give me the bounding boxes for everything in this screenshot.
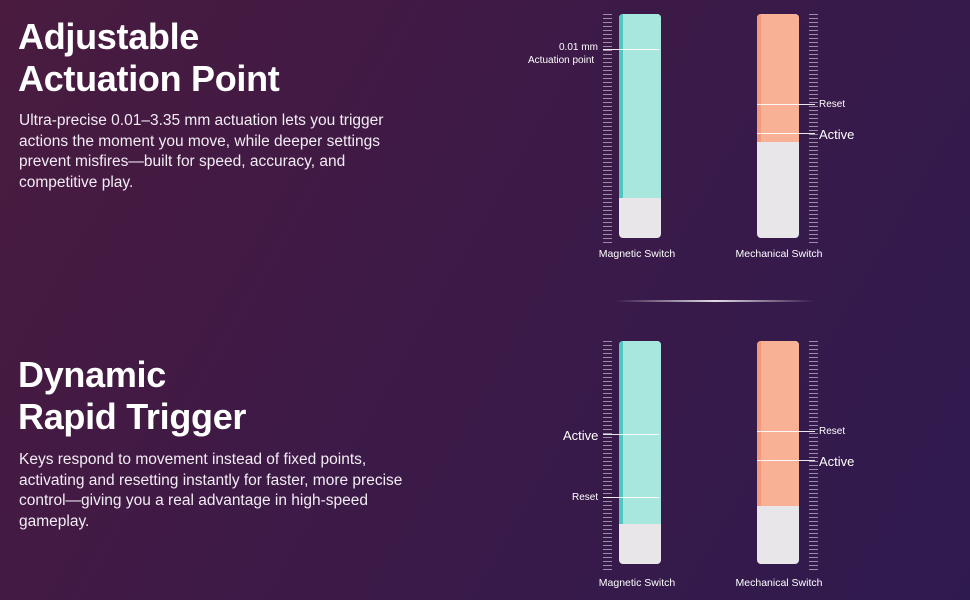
section1-description: Ultra-precise 0.01–3.35 mm actuation let… bbox=[19, 112, 384, 191]
section-divider bbox=[615, 300, 815, 302]
section2-title: Dynamic Rapid Trigger bbox=[18, 354, 246, 438]
magnetic-switch-caption: Magnetic Switch bbox=[598, 577, 676, 589]
mechanical-switch-bar bbox=[757, 341, 799, 564]
magnetic-switch-bar bbox=[619, 14, 661, 238]
section1-title: Adjustable Actuation Point bbox=[18, 16, 280, 100]
active-label: Active bbox=[819, 127, 855, 142]
magnetic-switch-diagram-2 bbox=[603, 341, 689, 571]
mechanical-switch-diagram-2 bbox=[757, 341, 827, 571]
active-marker bbox=[757, 133, 815, 134]
scale-ticks-left bbox=[603, 341, 612, 571]
section1-title-line2: Actuation Point bbox=[18, 58, 280, 99]
section1-title-line1: Adjustable bbox=[18, 16, 200, 57]
magnetic-switch-fill bbox=[619, 14, 661, 198]
active-label: Active bbox=[563, 428, 599, 443]
reset-label: Reset bbox=[572, 492, 599, 503]
mechanical-switch-fill bbox=[757, 341, 799, 507]
magnetic-switch-fill bbox=[619, 341, 661, 524]
magnetic-switch-caption: Magnetic Switch bbox=[598, 248, 676, 260]
mechanical-switch-fill bbox=[757, 14, 799, 142]
magnetic-switch-bar bbox=[619, 341, 661, 564]
magnetic-switch-diagram-1 bbox=[603, 14, 689, 244]
reset-marker bbox=[757, 104, 815, 105]
scale-ticks-right bbox=[809, 341, 818, 571]
reset-marker bbox=[603, 497, 659, 498]
actuation-point-label: Actuation point bbox=[528, 55, 595, 66]
section2-description: Keys respond to movement instead of fixe… bbox=[19, 451, 403, 530]
reset-label: Reset bbox=[819, 99, 846, 110]
active-marker bbox=[603, 434, 659, 435]
reset-marker bbox=[757, 431, 815, 432]
reset-label: Reset bbox=[819, 426, 846, 437]
actuation-value-label: 0.01 mm bbox=[559, 42, 598, 53]
mechanical-switch-caption: Mechanical Switch bbox=[735, 577, 823, 589]
active-marker bbox=[757, 460, 815, 461]
actuation-point-marker bbox=[603, 49, 659, 50]
active-label: Active bbox=[819, 454, 855, 469]
mechanical-switch-diagram-1 bbox=[757, 14, 827, 244]
scale-ticks-left bbox=[603, 14, 612, 244]
mechanical-switch-bar bbox=[757, 14, 799, 238]
section2-title-line2: Rapid Trigger bbox=[18, 396, 247, 437]
mechanical-switch-caption: Mechanical Switch bbox=[735, 248, 823, 260]
scale-ticks-right bbox=[809, 14, 818, 244]
section2-title-line1: Dynamic bbox=[18, 354, 166, 395]
